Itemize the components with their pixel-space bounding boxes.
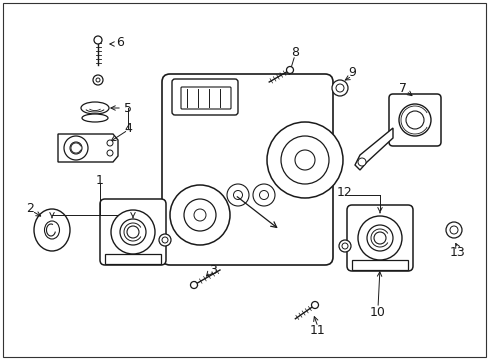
Circle shape xyxy=(331,80,347,96)
Circle shape xyxy=(194,209,205,221)
Circle shape xyxy=(405,111,423,129)
Text: 2: 2 xyxy=(26,202,34,215)
Circle shape xyxy=(170,185,229,245)
FancyBboxPatch shape xyxy=(181,87,230,109)
Circle shape xyxy=(357,216,401,260)
Text: 9: 9 xyxy=(347,67,355,80)
Text: 13: 13 xyxy=(449,246,465,258)
Circle shape xyxy=(335,84,343,92)
Circle shape xyxy=(445,222,461,238)
Bar xyxy=(105,254,161,264)
Polygon shape xyxy=(354,128,392,170)
Circle shape xyxy=(233,190,242,199)
Circle shape xyxy=(183,199,216,231)
Circle shape xyxy=(70,142,82,154)
Circle shape xyxy=(366,225,392,251)
Circle shape xyxy=(449,226,457,234)
Text: 10: 10 xyxy=(369,306,385,319)
Circle shape xyxy=(398,104,430,136)
Circle shape xyxy=(107,150,113,156)
Ellipse shape xyxy=(82,114,108,122)
Circle shape xyxy=(259,190,268,199)
FancyBboxPatch shape xyxy=(162,74,332,265)
Circle shape xyxy=(338,240,350,252)
Text: 7: 7 xyxy=(398,81,406,94)
Circle shape xyxy=(294,150,314,170)
Text: 8: 8 xyxy=(290,45,298,58)
Text: 6: 6 xyxy=(116,36,123,49)
Circle shape xyxy=(266,122,342,198)
Circle shape xyxy=(286,67,293,73)
Circle shape xyxy=(94,36,102,44)
Text: 11: 11 xyxy=(309,324,325,337)
Text: 4: 4 xyxy=(124,122,132,135)
FancyBboxPatch shape xyxy=(100,199,165,265)
Ellipse shape xyxy=(34,209,70,251)
Polygon shape xyxy=(58,134,118,162)
Text: 12: 12 xyxy=(336,185,352,198)
FancyBboxPatch shape xyxy=(346,205,412,271)
Circle shape xyxy=(373,232,385,244)
Circle shape xyxy=(190,282,197,288)
Circle shape xyxy=(93,75,103,85)
Circle shape xyxy=(226,184,248,206)
Bar xyxy=(351,260,407,270)
Circle shape xyxy=(281,136,328,184)
FancyBboxPatch shape xyxy=(172,79,238,115)
Ellipse shape xyxy=(81,102,109,114)
Circle shape xyxy=(252,184,274,206)
Circle shape xyxy=(96,78,100,82)
FancyBboxPatch shape xyxy=(388,94,440,146)
Circle shape xyxy=(162,237,168,243)
Circle shape xyxy=(341,243,347,249)
Ellipse shape xyxy=(44,221,60,239)
Circle shape xyxy=(64,136,88,160)
Circle shape xyxy=(120,219,146,245)
Text: 3: 3 xyxy=(209,264,217,276)
Text: 5: 5 xyxy=(124,102,132,114)
Circle shape xyxy=(111,210,155,254)
Circle shape xyxy=(311,302,318,309)
Circle shape xyxy=(159,234,171,246)
Circle shape xyxy=(107,140,113,146)
Text: 1: 1 xyxy=(96,174,104,186)
Circle shape xyxy=(127,226,139,238)
Circle shape xyxy=(357,158,365,166)
